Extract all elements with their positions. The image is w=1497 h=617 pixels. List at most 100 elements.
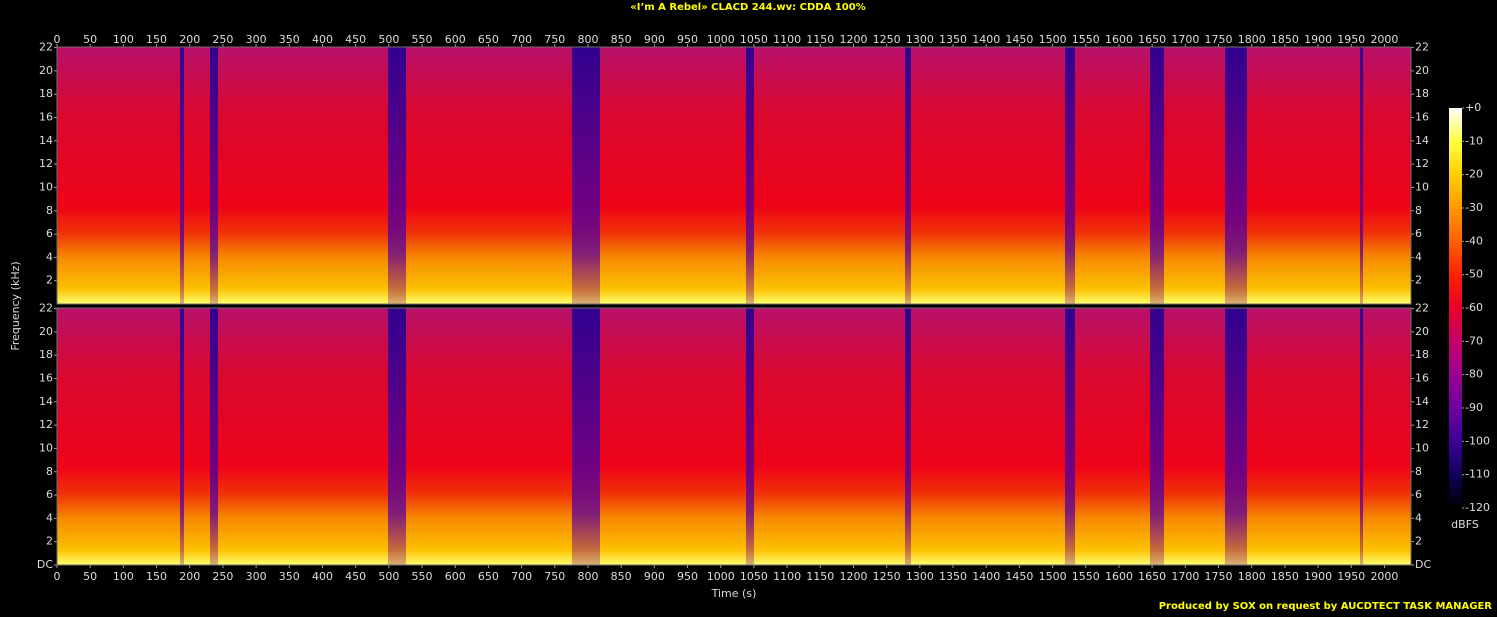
y-tick-label: 12 xyxy=(39,418,53,431)
x-axis-label: Time (s) xyxy=(711,587,757,600)
x-tick-label: 1950 xyxy=(1337,33,1365,46)
y-tick-label: 18 xyxy=(1415,87,1429,100)
x-tick-label: 400 xyxy=(312,33,333,46)
x-tick-label: 500 xyxy=(378,33,399,46)
x-tick-label: 300 xyxy=(246,33,267,46)
x-tick-label: 1600 xyxy=(1105,33,1133,46)
y-tick-label: 16 xyxy=(1415,372,1429,385)
x-tick-label: 750 xyxy=(544,33,565,46)
x-tick-label: 1400 xyxy=(972,570,1000,583)
y-tick-label: 12 xyxy=(39,157,53,170)
x-tick-label: 750 xyxy=(544,570,565,583)
y-tick-label: 6 xyxy=(1415,227,1422,240)
x-tick-label: 1500 xyxy=(1039,33,1067,46)
colorbar-tick-label: +0 xyxy=(1465,101,1481,114)
band xyxy=(905,47,911,304)
y-tick-label: 14 xyxy=(1415,395,1429,408)
colorbar-tick-label: -20 xyxy=(1465,168,1483,181)
x-tick-label: 1550 xyxy=(1072,570,1100,583)
band xyxy=(1150,47,1164,304)
x-tick-label: 850 xyxy=(611,570,632,583)
x-tick-label: 550 xyxy=(412,33,433,46)
plot-frame xyxy=(56,307,1412,566)
x-tick-label: 950 xyxy=(677,33,698,46)
colorbar-tick-label: -60 xyxy=(1465,301,1483,314)
x-tick-label: 200 xyxy=(179,33,200,46)
x-tick-label: 1050 xyxy=(740,33,768,46)
y-tick-label: 20 xyxy=(1415,64,1429,77)
y-tick-label: 10 xyxy=(39,441,53,454)
x-tick-label: 1850 xyxy=(1271,570,1299,583)
quiet-bands xyxy=(180,308,1363,565)
band xyxy=(180,47,184,304)
x-tick-label: 1750 xyxy=(1205,33,1233,46)
y-tick-label: 4 xyxy=(1415,511,1422,524)
x-tick-label: 650 xyxy=(478,33,499,46)
y-tick-label: 16 xyxy=(39,372,53,385)
x-tick-label: 100 xyxy=(113,33,134,46)
x-tick-label: 650 xyxy=(478,570,499,583)
x-tick-label: 1150 xyxy=(806,33,834,46)
x-tick-label: 1550 xyxy=(1072,33,1100,46)
x-tick-label: 450 xyxy=(345,570,366,583)
x-tick-label: 600 xyxy=(445,570,466,583)
y-tick-label: 8 xyxy=(46,465,53,478)
colorbar-tick-label: -110 xyxy=(1465,468,1490,481)
x-tick-label: 1950 xyxy=(1337,570,1365,583)
y-tick-label: 20 xyxy=(39,325,53,338)
plot-frame xyxy=(56,46,1412,305)
y-tick-label: 16 xyxy=(1415,111,1429,124)
x-tick-label: 800 xyxy=(577,33,598,46)
y-tick-label: 12 xyxy=(1415,418,1429,431)
x-tick-label: 1500 xyxy=(1039,570,1067,583)
y-tick-label: 8 xyxy=(46,204,53,217)
x-tick-label: 1350 xyxy=(939,33,967,46)
band xyxy=(1225,47,1247,304)
x-tick-label: 350 xyxy=(279,570,300,583)
y-tick-label: 14 xyxy=(39,134,53,147)
y-tick-label: 20 xyxy=(1415,325,1429,338)
band xyxy=(180,308,184,565)
y-tick-label: 8 xyxy=(1415,465,1422,478)
band xyxy=(905,308,911,565)
spectrogram-bottom xyxy=(57,308,1411,565)
x-tick-label: 1300 xyxy=(906,33,934,46)
x-tick-label: 1600 xyxy=(1105,570,1133,583)
y-tick-label: 2 xyxy=(46,274,53,287)
band xyxy=(388,308,406,565)
x-tick-label: 450 xyxy=(345,33,366,46)
x-tick-label: 900 xyxy=(644,570,665,583)
colorbar-tick-label: -40 xyxy=(1465,234,1483,247)
x-tick-label: 1650 xyxy=(1138,570,1166,583)
x-tick-label: 50 xyxy=(83,570,97,583)
quiet-bands xyxy=(180,47,1363,304)
x-tick-label: 1900 xyxy=(1304,570,1332,583)
x-tick-label: 1250 xyxy=(873,33,901,46)
y-tick-label: 6 xyxy=(46,227,53,240)
x-tick-label: 300 xyxy=(246,570,267,583)
y-tick-label: 14 xyxy=(1415,134,1429,147)
colorbar-tick-label: -30 xyxy=(1465,201,1483,214)
y-tick-label: 18 xyxy=(39,87,53,100)
x-tick-label: 1100 xyxy=(773,570,801,583)
x-tick-label: 400 xyxy=(312,570,333,583)
y-tick-label: 12 xyxy=(1415,157,1429,170)
band xyxy=(572,308,600,565)
y-tick-label: 4 xyxy=(46,511,53,524)
y-tick-label: 10 xyxy=(39,180,53,193)
band xyxy=(1360,308,1363,565)
y-tick-label: 2 xyxy=(1415,274,1422,287)
x-tick-label: 500 xyxy=(378,570,399,583)
y-tick-label: 2 xyxy=(46,535,53,548)
band xyxy=(746,47,754,304)
x-tick-label: 600 xyxy=(445,33,466,46)
x-tick-label: 350 xyxy=(279,33,300,46)
x-tick-label: 2000 xyxy=(1370,33,1398,46)
x-tick-label: 150 xyxy=(146,33,167,46)
x-tick-label: 1850 xyxy=(1271,33,1299,46)
x-tick-label: 1750 xyxy=(1205,570,1233,583)
x-tick-label: 1050 xyxy=(740,570,768,583)
y-tick-label: 2 xyxy=(1415,535,1422,548)
chart-title: «I’m A Rebel» CLACD 244.wv: CDDA 100% xyxy=(630,2,865,13)
